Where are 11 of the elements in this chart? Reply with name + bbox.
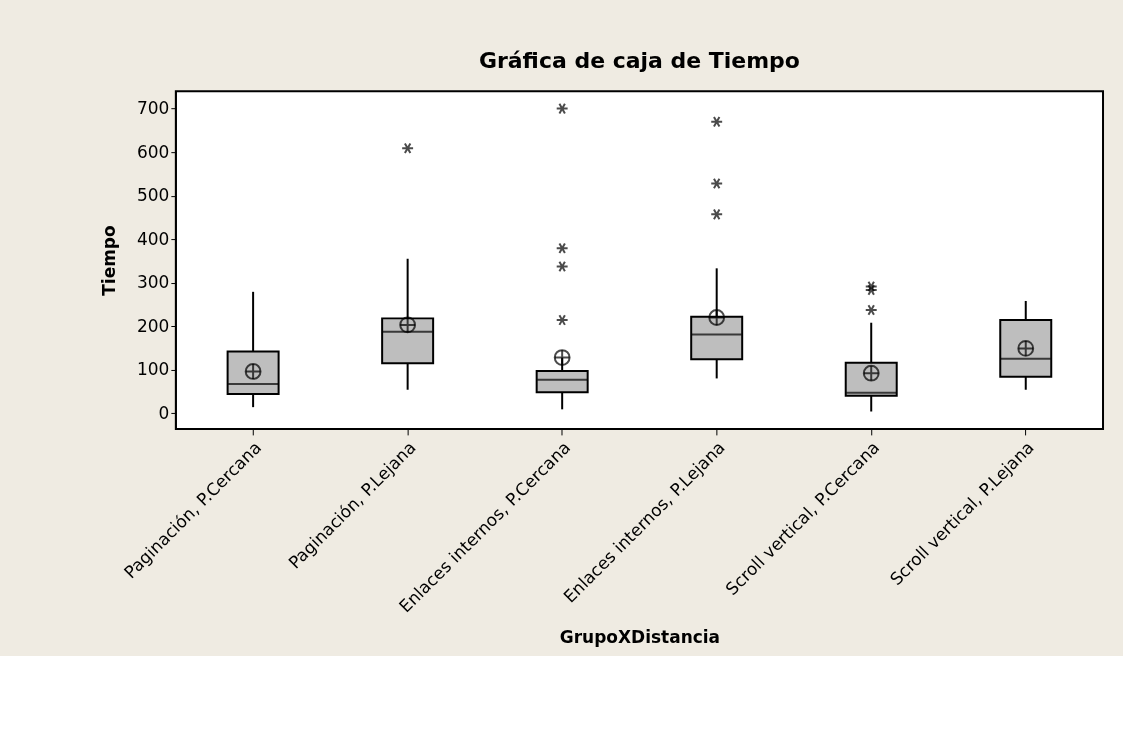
y-tick-label: 0 xyxy=(158,402,170,423)
chart-title: Gráfica de caja de Tiempo xyxy=(478,48,800,74)
y-tick-label: 500 xyxy=(136,185,170,206)
y-tick-label: 100 xyxy=(136,359,170,380)
y-tick-label: 200 xyxy=(136,315,170,336)
y-tick-label: 700 xyxy=(136,98,170,119)
y-tick-label: 400 xyxy=(136,228,170,249)
y-tick-label: 600 xyxy=(136,141,170,162)
y-tick-label: 300 xyxy=(136,272,170,293)
y-axis-title: Tiempo xyxy=(98,225,119,296)
x-axis-title: GrupoXDistancia xyxy=(559,626,721,647)
